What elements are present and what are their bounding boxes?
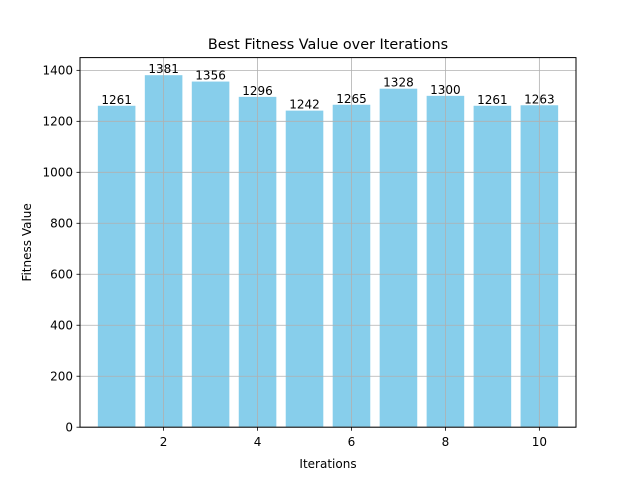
bar-data-label: 1261 xyxy=(477,93,508,107)
bar-data-label: 1261 xyxy=(101,93,132,107)
bar-iteration-3 xyxy=(191,81,230,428)
bar-data-label: 1265 xyxy=(336,92,367,106)
x-tick-label: 10 xyxy=(532,435,547,449)
x-tick-label: 8 xyxy=(442,435,450,449)
bar-iteration-5 xyxy=(285,110,324,428)
y-tick-label: 600 xyxy=(50,268,73,282)
x-axis-label: Iterations xyxy=(299,457,356,471)
y-tick-label: 400 xyxy=(50,319,73,333)
y-axis-ticks: 0 200 400 600 800 1000 1200 1400 xyxy=(42,64,80,435)
y-tick-label: 1400 xyxy=(42,64,73,78)
bar-data-label: 1242 xyxy=(289,98,320,112)
bar-data-label: 1263 xyxy=(524,92,555,106)
chart-title: Best Fitness Value over Iterations xyxy=(208,37,448,53)
bar-data-label: 1328 xyxy=(383,76,414,90)
bar-iteration-1 xyxy=(97,105,136,428)
y-tick-label: 200 xyxy=(50,370,73,384)
x-tick-label: 2 xyxy=(160,435,168,449)
bar-data-label: 1300 xyxy=(430,83,461,97)
y-tick-label: 1000 xyxy=(42,166,73,180)
plot-frame xyxy=(79,57,577,428)
y-axis-label: Fitness Value xyxy=(20,203,34,281)
bar-data-label: 1381 xyxy=(148,62,179,76)
y-tick-label: 1200 xyxy=(42,115,73,129)
data-labels-layer: 1261 1381 1356 1296 1242 1265 1328 1300 1261 1263 xyxy=(101,62,554,111)
bar-data-label: 1296 xyxy=(242,84,273,98)
x-axis-ticks: 2 4 6 8 10 xyxy=(160,427,547,449)
bar-iteration-7 xyxy=(379,88,418,428)
x-tick-label: 4 xyxy=(254,435,262,449)
bar-data-label: 1356 xyxy=(195,69,226,83)
y-tick-label: 800 xyxy=(50,217,73,231)
x-tick-label: 6 xyxy=(348,435,356,449)
y-tick-label: 0 xyxy=(65,421,73,435)
bar-iteration-9 xyxy=(473,105,512,428)
